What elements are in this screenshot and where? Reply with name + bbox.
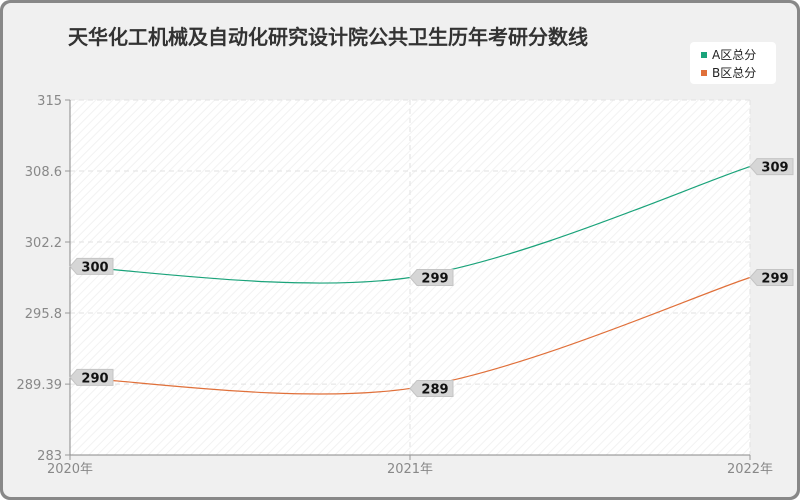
- data-label: 309: [761, 161, 788, 176]
- y-axis-ticks: 315 308.6 302.2 295.8 289.39 283: [17, 94, 70, 464]
- y-tick-label: 283: [37, 449, 62, 464]
- data-label-callout: 299: [409, 269, 454, 287]
- x-tick-label: 2021年: [387, 462, 433, 477]
- legend-label-b[interactable]: B区总分: [712, 66, 756, 80]
- data-label: 300: [81, 260, 108, 275]
- y-tick-label: 295.8: [25, 307, 62, 322]
- data-label-bg: [749, 158, 794, 176]
- data-label: 299: [761, 272, 788, 287]
- data-label-callout: 300: [69, 257, 114, 275]
- x-tick-label: 2020年: [47, 462, 93, 477]
- data-label-callout: 299: [749, 269, 794, 287]
- data-label: 289: [421, 382, 448, 397]
- data-label-bg: [409, 269, 454, 286]
- x-tick-label: 2022年: [727, 462, 773, 477]
- data-label: 290: [81, 371, 108, 386]
- data-label-bg: [749, 269, 794, 286]
- data-label-bg: [69, 368, 114, 386]
- y-tick-label: 302.2: [25, 236, 62, 251]
- y-tick-label: 289.39: [17, 378, 63, 393]
- legend-marker-b: [701, 70, 707, 76]
- legend-marker-a: [701, 52, 707, 58]
- chart-title: 天华化工机械及自动化研究设计院公共卫生历年考研分数线: [68, 25, 588, 49]
- data-label-bg: [69, 257, 114, 275]
- legend: A区总分 B区总分: [690, 42, 776, 84]
- y-tick-label: 315: [37, 94, 62, 109]
- y-tick-label: 308.6: [25, 165, 62, 180]
- legend-label-a[interactable]: A区总分: [712, 48, 756, 62]
- data-label: 299: [421, 272, 448, 287]
- data-labels: 300 299 309 290 289 299: [69, 158, 794, 397]
- data-label-callout: 289: [409, 379, 454, 397]
- data-label-bg: [409, 379, 454, 397]
- x-axis-ticks: 2020年 2021年 2022年: [47, 455, 773, 477]
- legend-box: [690, 42, 776, 84]
- data-label-callout: 290: [69, 368, 114, 386]
- data-label-callout: 309: [749, 158, 794, 176]
